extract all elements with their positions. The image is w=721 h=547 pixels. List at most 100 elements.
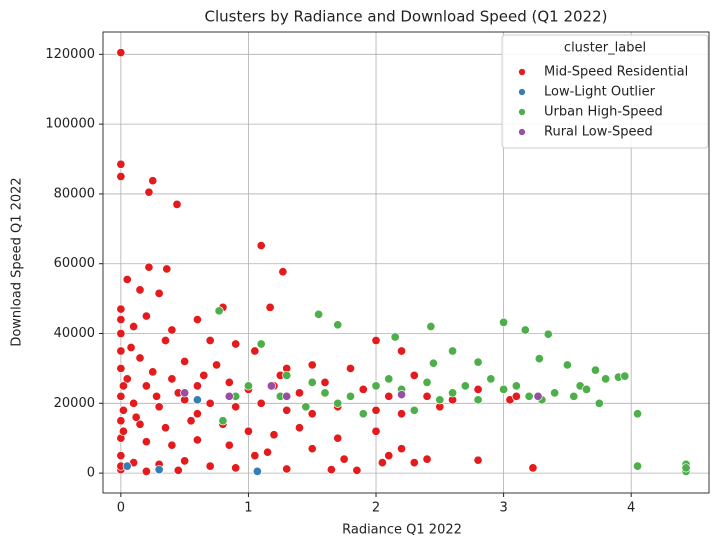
point <box>141 466 151 476</box>
point <box>141 437 151 447</box>
point <box>384 374 394 384</box>
point <box>224 440 234 450</box>
point <box>116 451 126 461</box>
y-tick-label: 40000 <box>54 326 95 341</box>
point <box>562 360 572 370</box>
point <box>409 405 419 415</box>
point <box>307 409 317 419</box>
point <box>534 354 544 364</box>
point <box>307 444 317 454</box>
y-axis-label: Download Speed Q1 2022 <box>10 177 25 346</box>
point <box>460 381 470 391</box>
x-tick-label: 4 <box>627 501 635 516</box>
y-tick-label: 0 <box>87 466 95 481</box>
point <box>473 357 483 367</box>
point <box>307 377 317 387</box>
point <box>141 311 151 321</box>
point <box>333 398 343 408</box>
point <box>358 384 368 394</box>
point <box>205 335 215 346</box>
point <box>511 381 521 391</box>
point <box>167 325 177 335</box>
point <box>294 388 305 398</box>
point <box>422 377 432 387</box>
legend-label: Rural Low-Speed <box>544 125 653 140</box>
point <box>231 402 241 412</box>
point <box>205 461 215 471</box>
point <box>269 430 279 440</box>
point <box>590 365 601 375</box>
point <box>141 381 151 391</box>
y-tick-label: 100000 <box>45 117 95 132</box>
point <box>116 328 126 339</box>
point <box>314 309 324 319</box>
legend-box <box>501 34 709 149</box>
point <box>333 433 343 443</box>
point <box>144 187 154 197</box>
y-tick-label: 60000 <box>54 256 95 271</box>
point <box>278 267 288 277</box>
plot-frame <box>102 31 710 494</box>
point <box>345 391 356 401</box>
point <box>180 356 190 366</box>
point <box>116 391 126 401</box>
point <box>422 391 432 401</box>
point <box>396 409 407 419</box>
point <box>148 176 158 186</box>
point <box>371 405 381 415</box>
point <box>358 409 368 419</box>
point <box>520 325 530 335</box>
point <box>116 159 126 169</box>
point <box>116 315 126 325</box>
point <box>499 317 509 327</box>
point <box>345 363 356 373</box>
point <box>409 458 419 468</box>
x-tick-label: 0 <box>117 501 125 516</box>
point <box>122 274 132 284</box>
point <box>180 388 190 398</box>
chart-title: Clusters by Radiance and Download Speed … <box>204 8 607 26</box>
point <box>131 412 141 422</box>
point <box>333 320 343 330</box>
point <box>533 391 543 401</box>
point <box>243 426 253 436</box>
point <box>396 390 407 400</box>
point <box>129 321 139 332</box>
point <box>371 381 381 391</box>
point <box>192 395 202 405</box>
point <box>282 370 292 380</box>
point <box>154 465 164 475</box>
legend: cluster_label Mid-Speed Residential Low-Li… <box>501 34 709 149</box>
point <box>231 339 241 349</box>
point <box>129 398 139 408</box>
point <box>250 346 260 356</box>
point <box>256 339 266 349</box>
point <box>294 423 305 433</box>
y-tick-label: 120000 <box>45 47 95 62</box>
point <box>192 315 202 325</box>
point <box>448 388 458 398</box>
point <box>633 409 643 419</box>
point <box>326 465 336 475</box>
axes: 0 1 2 3 4 0 20000 40000 60000 80000 100000 120000 <box>45 47 635 516</box>
point <box>396 346 407 356</box>
y-tick-label: 80000 <box>54 186 95 201</box>
point <box>243 381 253 391</box>
point <box>681 463 691 473</box>
point <box>550 388 560 398</box>
point <box>282 405 292 415</box>
point <box>581 384 592 394</box>
legend-label: Mid-Speed Residential <box>544 65 688 80</box>
point <box>384 391 394 401</box>
point <box>218 416 228 426</box>
x-tick-label: 2 <box>372 501 380 516</box>
point <box>409 370 419 380</box>
point <box>371 426 381 436</box>
point <box>135 419 145 429</box>
point <box>116 171 126 182</box>
point <box>224 377 234 387</box>
point <box>122 374 132 384</box>
legend-marker <box>518 68 526 76</box>
point <box>144 262 154 272</box>
y-tick-label: 20000 <box>54 396 95 411</box>
